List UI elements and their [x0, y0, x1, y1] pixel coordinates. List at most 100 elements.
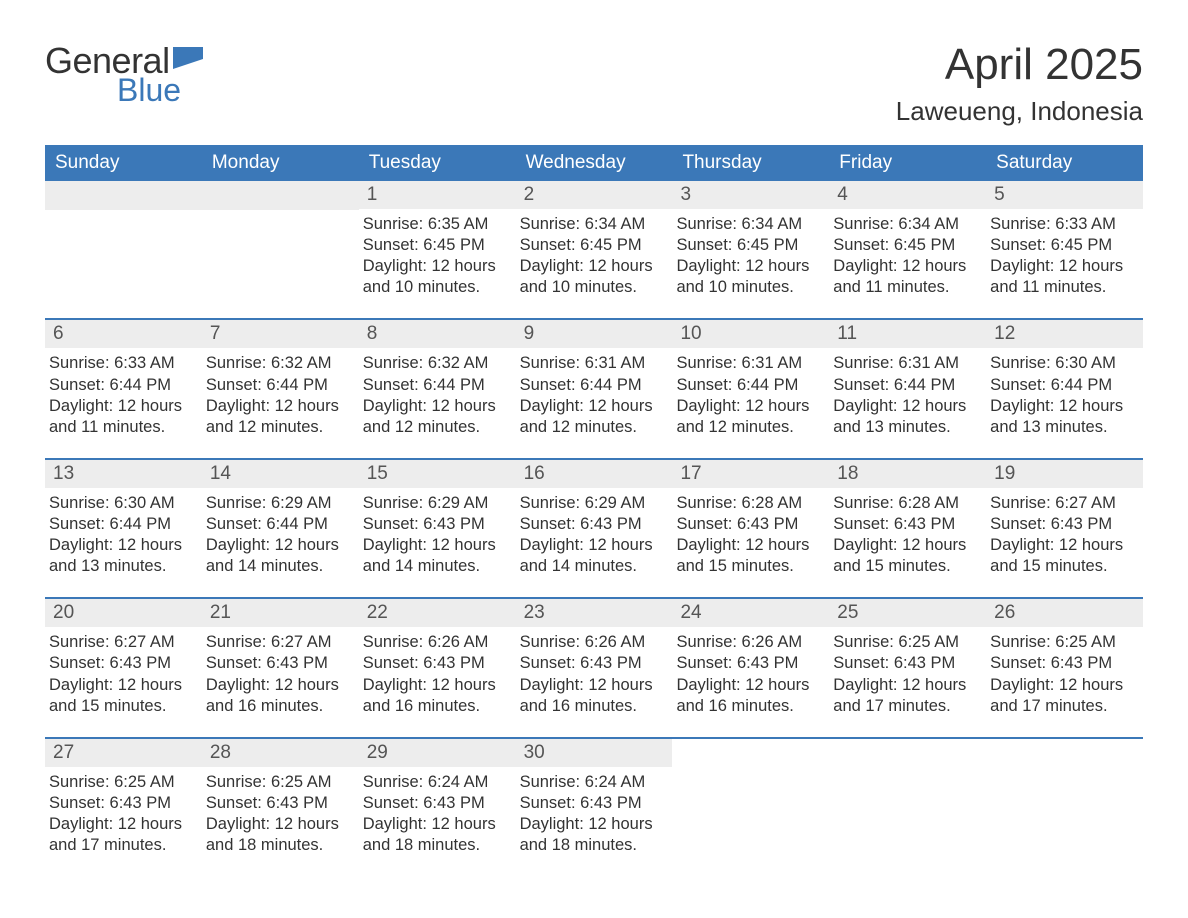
sunrise-text: Sunrise: 6:25 AM	[833, 632, 978, 653]
day-number: 28	[202, 739, 359, 767]
day-header: Saturday	[986, 145, 1143, 181]
sunrise-text: Sunrise: 6:31 AM	[520, 353, 665, 374]
sunset-text: Sunset: 6:43 PM	[833, 653, 978, 674]
day-number: 23	[516, 599, 673, 627]
daylight-text-1: Daylight: 12 hours	[520, 256, 665, 277]
daylight-text-2: and 14 minutes.	[206, 556, 351, 577]
day-number: 19	[986, 460, 1143, 488]
day-header: Thursday	[672, 145, 829, 181]
daylight-text-1: Daylight: 12 hours	[833, 396, 978, 417]
sunset-text: Sunset: 6:43 PM	[363, 514, 508, 535]
sunrise-text: Sunrise: 6:32 AM	[363, 353, 508, 374]
daylight-text-1: Daylight: 12 hours	[676, 256, 821, 277]
daylight-text-1: Daylight: 12 hours	[206, 814, 351, 835]
calendar-cell: 24Sunrise: 6:26 AMSunset: 6:43 PMDayligh…	[672, 599, 829, 718]
daylight-text-2: and 15 minutes.	[833, 556, 978, 577]
daylight-text-1: Daylight: 12 hours	[990, 396, 1135, 417]
daylight-text-1: Daylight: 12 hours	[990, 256, 1135, 277]
daylight-text-1: Daylight: 12 hours	[49, 814, 194, 835]
daylight-text-1: Daylight: 12 hours	[833, 256, 978, 277]
daylight-text-2: and 11 minutes.	[49, 417, 194, 438]
day-info: Sunrise: 6:24 AMSunset: 6:43 PMDaylight:…	[359, 767, 516, 858]
daylight-text-1: Daylight: 12 hours	[520, 396, 665, 417]
day-number: 8	[359, 320, 516, 348]
daylight-text-1: Daylight: 12 hours	[676, 535, 821, 556]
daylight-text-2: and 13 minutes.	[833, 417, 978, 438]
day-info: Sunrise: 6:29 AMSunset: 6:43 PMDaylight:…	[359, 488, 516, 579]
day-info: Sunrise: 6:34 AMSunset: 6:45 PMDaylight:…	[829, 209, 986, 300]
calendar-cell: 15Sunrise: 6:29 AMSunset: 6:43 PMDayligh…	[359, 460, 516, 579]
sunrise-text: Sunrise: 6:26 AM	[363, 632, 508, 653]
calendar-cell: 22Sunrise: 6:26 AMSunset: 6:43 PMDayligh…	[359, 599, 516, 718]
daylight-text-1: Daylight: 12 hours	[363, 535, 508, 556]
calendar-cell: 12Sunrise: 6:30 AMSunset: 6:44 PMDayligh…	[986, 320, 1143, 439]
daylight-text-1: Daylight: 12 hours	[206, 535, 351, 556]
sunrise-text: Sunrise: 6:31 AM	[833, 353, 978, 374]
day-header: Friday	[829, 145, 986, 181]
calendar-cell: 30Sunrise: 6:24 AMSunset: 6:43 PMDayligh…	[516, 739, 673, 858]
sunrise-text: Sunrise: 6:27 AM	[206, 632, 351, 653]
sunset-text: Sunset: 6:44 PM	[206, 514, 351, 535]
daylight-text-2: and 16 minutes.	[363, 696, 508, 717]
calendar-week: 1Sunrise: 6:35 AMSunset: 6:45 PMDaylight…	[45, 181, 1143, 300]
day-info: Sunrise: 6:35 AMSunset: 6:45 PMDaylight:…	[359, 209, 516, 300]
sunrise-text: Sunrise: 6:32 AM	[206, 353, 351, 374]
day-number: 5	[986, 181, 1143, 209]
sunrise-text: Sunrise: 6:27 AM	[49, 632, 194, 653]
calendar-cell: 3Sunrise: 6:34 AMSunset: 6:45 PMDaylight…	[672, 181, 829, 300]
day-header: Wednesday	[516, 145, 673, 181]
day-number: 11	[829, 320, 986, 348]
sunrise-text: Sunrise: 6:31 AM	[676, 353, 821, 374]
calendar-cell	[45, 181, 202, 300]
empty-day-bar	[986, 739, 1143, 768]
sunset-text: Sunset: 6:44 PM	[206, 375, 351, 396]
empty-day-bar	[202, 181, 359, 210]
daylight-text-1: Daylight: 12 hours	[363, 396, 508, 417]
day-header-row: Sunday Monday Tuesday Wednesday Thursday…	[45, 145, 1143, 181]
day-number: 4	[829, 181, 986, 209]
day-info: Sunrise: 6:25 AMSunset: 6:43 PMDaylight:…	[829, 627, 986, 718]
calendar-cell: 13Sunrise: 6:30 AMSunset: 6:44 PMDayligh…	[45, 460, 202, 579]
day-number: 13	[45, 460, 202, 488]
calendar-cell: 26Sunrise: 6:25 AMSunset: 6:43 PMDayligh…	[986, 599, 1143, 718]
day-number: 18	[829, 460, 986, 488]
daylight-text-1: Daylight: 12 hours	[363, 256, 508, 277]
day-number: 29	[359, 739, 516, 767]
sunset-text: Sunset: 6:43 PM	[520, 793, 665, 814]
calendar-cell: 17Sunrise: 6:28 AMSunset: 6:43 PMDayligh…	[672, 460, 829, 579]
day-info: Sunrise: 6:27 AMSunset: 6:43 PMDaylight:…	[986, 488, 1143, 579]
calendar-cell: 11Sunrise: 6:31 AMSunset: 6:44 PMDayligh…	[829, 320, 986, 439]
sunrise-text: Sunrise: 6:33 AM	[49, 353, 194, 374]
day-info: Sunrise: 6:30 AMSunset: 6:44 PMDaylight:…	[45, 488, 202, 579]
daylight-text-1: Daylight: 12 hours	[363, 675, 508, 696]
sunset-text: Sunset: 6:43 PM	[520, 514, 665, 535]
daylight-text-1: Daylight: 12 hours	[833, 535, 978, 556]
calendar-week: 20Sunrise: 6:27 AMSunset: 6:43 PMDayligh…	[45, 597, 1143, 718]
day-header: Tuesday	[359, 145, 516, 181]
calendar-week: 6Sunrise: 6:33 AMSunset: 6:44 PMDaylight…	[45, 318, 1143, 439]
sunset-text: Sunset: 6:43 PM	[206, 653, 351, 674]
sunrise-text: Sunrise: 6:34 AM	[676, 214, 821, 235]
calendar-cell: 6Sunrise: 6:33 AMSunset: 6:44 PMDaylight…	[45, 320, 202, 439]
daylight-text-1: Daylight: 12 hours	[833, 675, 978, 696]
day-number: 17	[672, 460, 829, 488]
daylight-text-2: and 12 minutes.	[676, 417, 821, 438]
sunrise-text: Sunrise: 6:33 AM	[990, 214, 1135, 235]
daylight-text-2: and 12 minutes.	[520, 417, 665, 438]
day-info: Sunrise: 6:26 AMSunset: 6:43 PMDaylight:…	[359, 627, 516, 718]
day-number: 9	[516, 320, 673, 348]
daylight-text-2: and 16 minutes.	[206, 696, 351, 717]
sunset-text: Sunset: 6:43 PM	[49, 793, 194, 814]
day-number: 30	[516, 739, 673, 767]
sunrise-text: Sunrise: 6:28 AM	[676, 493, 821, 514]
day-info: Sunrise: 6:32 AMSunset: 6:44 PMDaylight:…	[359, 348, 516, 439]
day-number: 15	[359, 460, 516, 488]
daylight-text-2: and 12 minutes.	[363, 417, 508, 438]
day-info: Sunrise: 6:34 AMSunset: 6:45 PMDaylight:…	[672, 209, 829, 300]
sunset-text: Sunset: 6:45 PM	[990, 235, 1135, 256]
calendar-cell: 25Sunrise: 6:25 AMSunset: 6:43 PMDayligh…	[829, 599, 986, 718]
sunrise-text: Sunrise: 6:27 AM	[990, 493, 1135, 514]
title-block: April 2025 Laweueng, Indonesia	[896, 40, 1143, 127]
daylight-text-2: and 10 minutes.	[363, 277, 508, 298]
calendar-cell: 29Sunrise: 6:24 AMSunset: 6:43 PMDayligh…	[359, 739, 516, 858]
